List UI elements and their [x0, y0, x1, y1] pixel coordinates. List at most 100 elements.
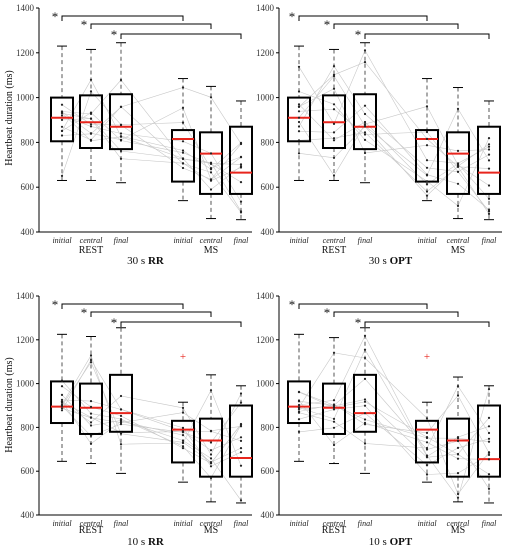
data-point: [456, 182, 460, 185]
data-point: [89, 405, 93, 408]
data-point: [363, 398, 367, 401]
data-point: [119, 135, 123, 138]
y-tick-label: 1400: [256, 291, 275, 301]
iqr-box: [353, 373, 377, 433]
data-point: [181, 406, 185, 409]
data-point: [363, 138, 367, 141]
significance-bracket: [120, 33, 242, 39]
data-point: [487, 167, 491, 170]
group-label-rest: REST: [322, 525, 346, 536]
x-tick-label: final: [482, 519, 497, 528]
data-point: [363, 49, 367, 52]
data-point: [181, 106, 185, 109]
data-point: [89, 416, 93, 419]
subject-line: [298, 349, 490, 457]
data-point: [456, 453, 460, 456]
data-point: [89, 412, 93, 415]
data-point: [209, 449, 213, 452]
data-point: [425, 159, 429, 162]
data-point: [297, 400, 301, 403]
y-tick-label: 1400: [16, 291, 35, 301]
significance-star: *: [324, 17, 331, 32]
data-point: [119, 408, 123, 411]
panel-title: 10 s RR: [127, 536, 165, 548]
data-point: [332, 174, 336, 177]
data-point: [487, 453, 491, 456]
data-point: [60, 379, 64, 382]
subject-line: [61, 393, 242, 456]
significance-bracket: [61, 15, 184, 21]
data-point: [209, 441, 213, 444]
data-point: [487, 197, 491, 200]
data-point: [239, 163, 243, 166]
y-tick-label: 1400: [256, 3, 275, 13]
subject-line: [298, 125, 490, 197]
group-label-rest: REST: [322, 245, 346, 256]
group-label-rest: REST: [79, 245, 103, 256]
panel-title: 30 s OPT: [369, 255, 413, 267]
data-point: [119, 149, 123, 153]
box-ms-initial: [171, 401, 195, 483]
iqr-box: [171, 129, 195, 183]
subject-line: [61, 401, 242, 451]
data-point: [119, 421, 123, 424]
data-point: [181, 426, 185, 429]
data-point: [332, 108, 336, 111]
iqr-box: [477, 404, 501, 478]
data-point: [425, 144, 429, 147]
panel-title: 10 s OPT: [369, 536, 413, 548]
data-point: [209, 457, 213, 460]
data-point: [363, 377, 367, 380]
data-point: [297, 65, 301, 68]
data-point: [363, 348, 367, 351]
data-point: [425, 417, 429, 420]
y-tick-label: 1200: [16, 48, 35, 58]
data-point: [209, 168, 213, 171]
data-point: [487, 145, 491, 148]
iqr-box: [199, 417, 223, 478]
data-point: [332, 408, 336, 411]
subject-line: [298, 106, 490, 186]
x-tick-label: final: [114, 519, 129, 528]
data-point: [363, 356, 367, 360]
y-tick-label: 1000: [256, 379, 275, 389]
data-point: [209, 465, 213, 468]
y-tick-label: 1200: [16, 335, 35, 345]
subject-line: [298, 88, 490, 154]
iqr-box: [446, 417, 470, 478]
subject-line: [61, 394, 242, 501]
data-point: [332, 420, 336, 423]
significance-bracket: [364, 321, 490, 327]
data-point: [239, 211, 243, 214]
data-point: [487, 159, 491, 162]
data-point: [89, 400, 93, 403]
x-tick-label: final: [234, 236, 249, 245]
data-point: [297, 406, 301, 409]
data-point: [60, 125, 64, 128]
outlier-marker: +: [180, 351, 186, 363]
data-point: [363, 131, 367, 134]
data-point: [181, 411, 185, 414]
subject-line: [298, 105, 490, 211]
data-point: [89, 117, 93, 120]
data-point: [297, 403, 301, 407]
x-tick-label: central: [323, 236, 346, 245]
data-point: [181, 162, 185, 165]
x-tick-label: central: [80, 519, 103, 528]
significance-star: *: [111, 27, 118, 42]
data-point: [297, 103, 301, 106]
subject-line: [61, 112, 242, 190]
data-point: [487, 388, 491, 391]
data-point: [425, 448, 429, 451]
panel-title-prefix: 30 s: [127, 255, 148, 267]
data-point: [60, 174, 64, 177]
data-point: [209, 476, 213, 480]
data-point: [60, 401, 64, 404]
data-point: [487, 148, 491, 151]
data-point: [60, 114, 64, 117]
box-rest-central: [322, 48, 346, 181]
y-tick-label: 800: [261, 422, 275, 432]
chart-panel-4: 400 600 800 1000 1200 1400 + initial central fina…: [256, 291, 502, 548]
data-point: [119, 157, 123, 160]
y-tick-label: 1000: [256, 93, 275, 103]
